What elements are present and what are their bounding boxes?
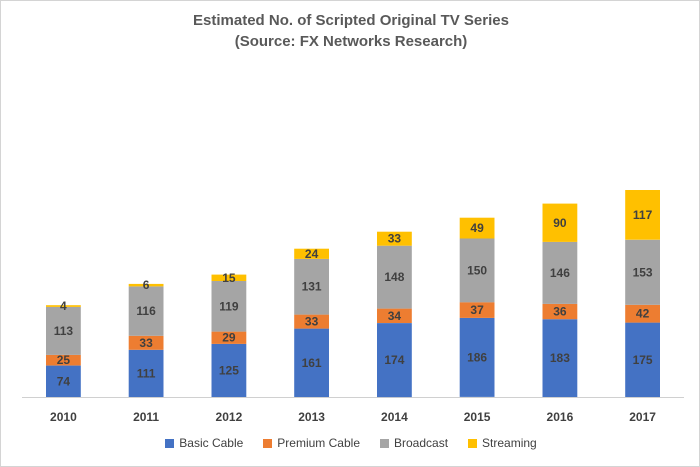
bar-segment-streaming-2013 [294,248,329,259]
data-label-streaming-2010: 4 [60,299,67,313]
legend-swatch-streaming [468,438,478,448]
bar-segment-streaming-2016 [542,203,578,242]
legend-label-basic-cable: Basic Cable [179,436,244,450]
bar-segment-premium-cable-2016 [542,303,578,320]
data-label-streaming-2017: 117 [633,208,653,222]
bar-segment-basic-cable-2010 [46,365,81,397]
data-label-basic-cable-2011: 111 [137,366,156,380]
data-label-streaming-2011: 6 [143,278,150,292]
bar-segment-broadcast-2010 [46,306,81,355]
chart-title: Estimated No. of Scripted Original TV Se… [193,12,509,29]
data-label-broadcast-2012: 119 [219,299,239,313]
bar-segment-streaming-2011 [128,283,164,287]
legend-label-premium-cable: Premium Cable [277,436,360,450]
data-label-broadcast-2010: 113 [54,324,74,338]
bar-segment-broadcast-2014 [377,245,412,309]
bar-segment-premium-cable-2010 [46,354,81,366]
data-label-streaming-2015: 49 [470,221,484,235]
bar-segment-streaming-2014 [377,231,412,246]
stacked-bar-chart: 74 25 113 4 2010 111 33 116 6 2011 125 29 119 15 2012 1… [22,190,684,424]
data-label-streaming-2014: 33 [388,232,402,246]
legend-item-broadcast: Broadcast [380,436,448,450]
bar-segment-premium-cable-2011 [128,335,164,350]
bar-segment-basic-cable-2012 [211,343,247,397]
data-label-premium-cable-2016: 36 [553,305,567,319]
data-label-premium-cable-2017: 42 [636,307,650,321]
data-label-basic-cable-2017: 175 [633,353,653,367]
data-label-broadcast-2013: 131 [302,280,322,294]
data-label-streaming-2013: 24 [305,247,319,261]
bar-segment-broadcast-2015 [459,238,495,303]
legend-item-basic-cable: Basic Cable [165,436,243,450]
data-label-basic-cable-2010: 74 [57,374,71,388]
bar-segment-premium-cable-2017 [625,304,660,323]
chart-legend: Basic Cable Premium Cable Broadcast Streami… [1,436,700,450]
data-label-streaming-2016: 90 [553,216,567,230]
data-label-premium-cable-2010: 25 [57,353,71,367]
x-tick-label-2011: 2011 [133,410,159,424]
legend-item-streaming: Streaming [468,436,537,450]
bar-segment-broadcast-2016 [542,241,578,304]
data-label-broadcast-2014: 148 [384,270,404,284]
bar-segment-basic-cable-2011 [128,349,164,397]
data-label-premium-cable-2013: 33 [305,315,319,329]
x-tick-label-2016: 2016 [547,410,574,424]
bar-segment-streaming-2017 [625,190,660,240]
bar-segment-basic-cable-2016 [542,319,578,397]
data-label-basic-cable-2012: 125 [219,363,239,377]
data-label-broadcast-2011: 116 [136,304,156,318]
data-label-broadcast-2016: 146 [550,266,570,280]
bar-segment-broadcast-2017 [625,239,660,305]
data-label-streaming-2012: 15 [222,271,236,285]
bar-segment-premium-cable-2015 [459,302,495,318]
legend-swatch-broadcast [380,438,389,448]
bar-segment-premium-cable-2012 [211,331,247,344]
bar-segment-premium-cable-2013 [294,314,329,329]
data-label-premium-cable-2015: 37 [470,303,484,317]
bar-segment-streaming-2012 [211,274,247,281]
bar-segment-streaming-2015 [459,217,495,239]
chart-subtitle: (Source: FX Networks Research) [234,33,468,50]
bar-segment-broadcast-2012 [211,281,247,332]
legend-swatch-basic-cable [165,438,175,448]
bar-segment-broadcast-2013 [294,258,329,315]
legend-label-streaming: Streaming [482,436,537,450]
bar-segment-basic-cable-2014 [377,323,412,398]
bar-segment-premium-cable-2014 [377,308,412,323]
x-tick-label-2010: 2010 [50,410,77,424]
x-tick-label-2013: 2013 [298,410,325,424]
data-label-broadcast-2015: 150 [467,263,487,277]
data-label-basic-cable-2016: 183 [550,351,570,365]
bar-segment-basic-cable-2013 [294,328,329,397]
legend-label-broadcast: Broadcast [394,436,449,450]
data-label-basic-cable-2013: 161 [302,356,322,370]
data-label-premium-cable-2011: 33 [139,336,153,350]
x-tick-label-2017: 2017 [629,410,656,424]
bar-segment-broadcast-2011 [128,286,164,336]
data-label-basic-cable-2015: 186 [467,351,487,365]
bar-segment-basic-cable-2015 [459,317,495,397]
data-label-basic-cable-2014: 174 [384,353,404,367]
legend-swatch-premium-cable [263,438,273,448]
data-label-broadcast-2017: 153 [633,265,653,279]
bar-segment-streaming-2010 [46,305,81,307]
data-label-premium-cable-2014: 34 [388,309,402,323]
x-tick-label-2012: 2012 [216,410,243,424]
legend-item-premium-cable: Premium Cable [263,436,360,450]
data-label-premium-cable-2012: 29 [222,331,236,345]
x-tick-label-2014: 2014 [381,410,408,424]
chart-title-block: Estimated No. of Scripted Original TV Se… [1,10,700,52]
x-tick-label-2015: 2015 [464,410,491,424]
bar-segment-basic-cable-2017 [625,322,660,397]
